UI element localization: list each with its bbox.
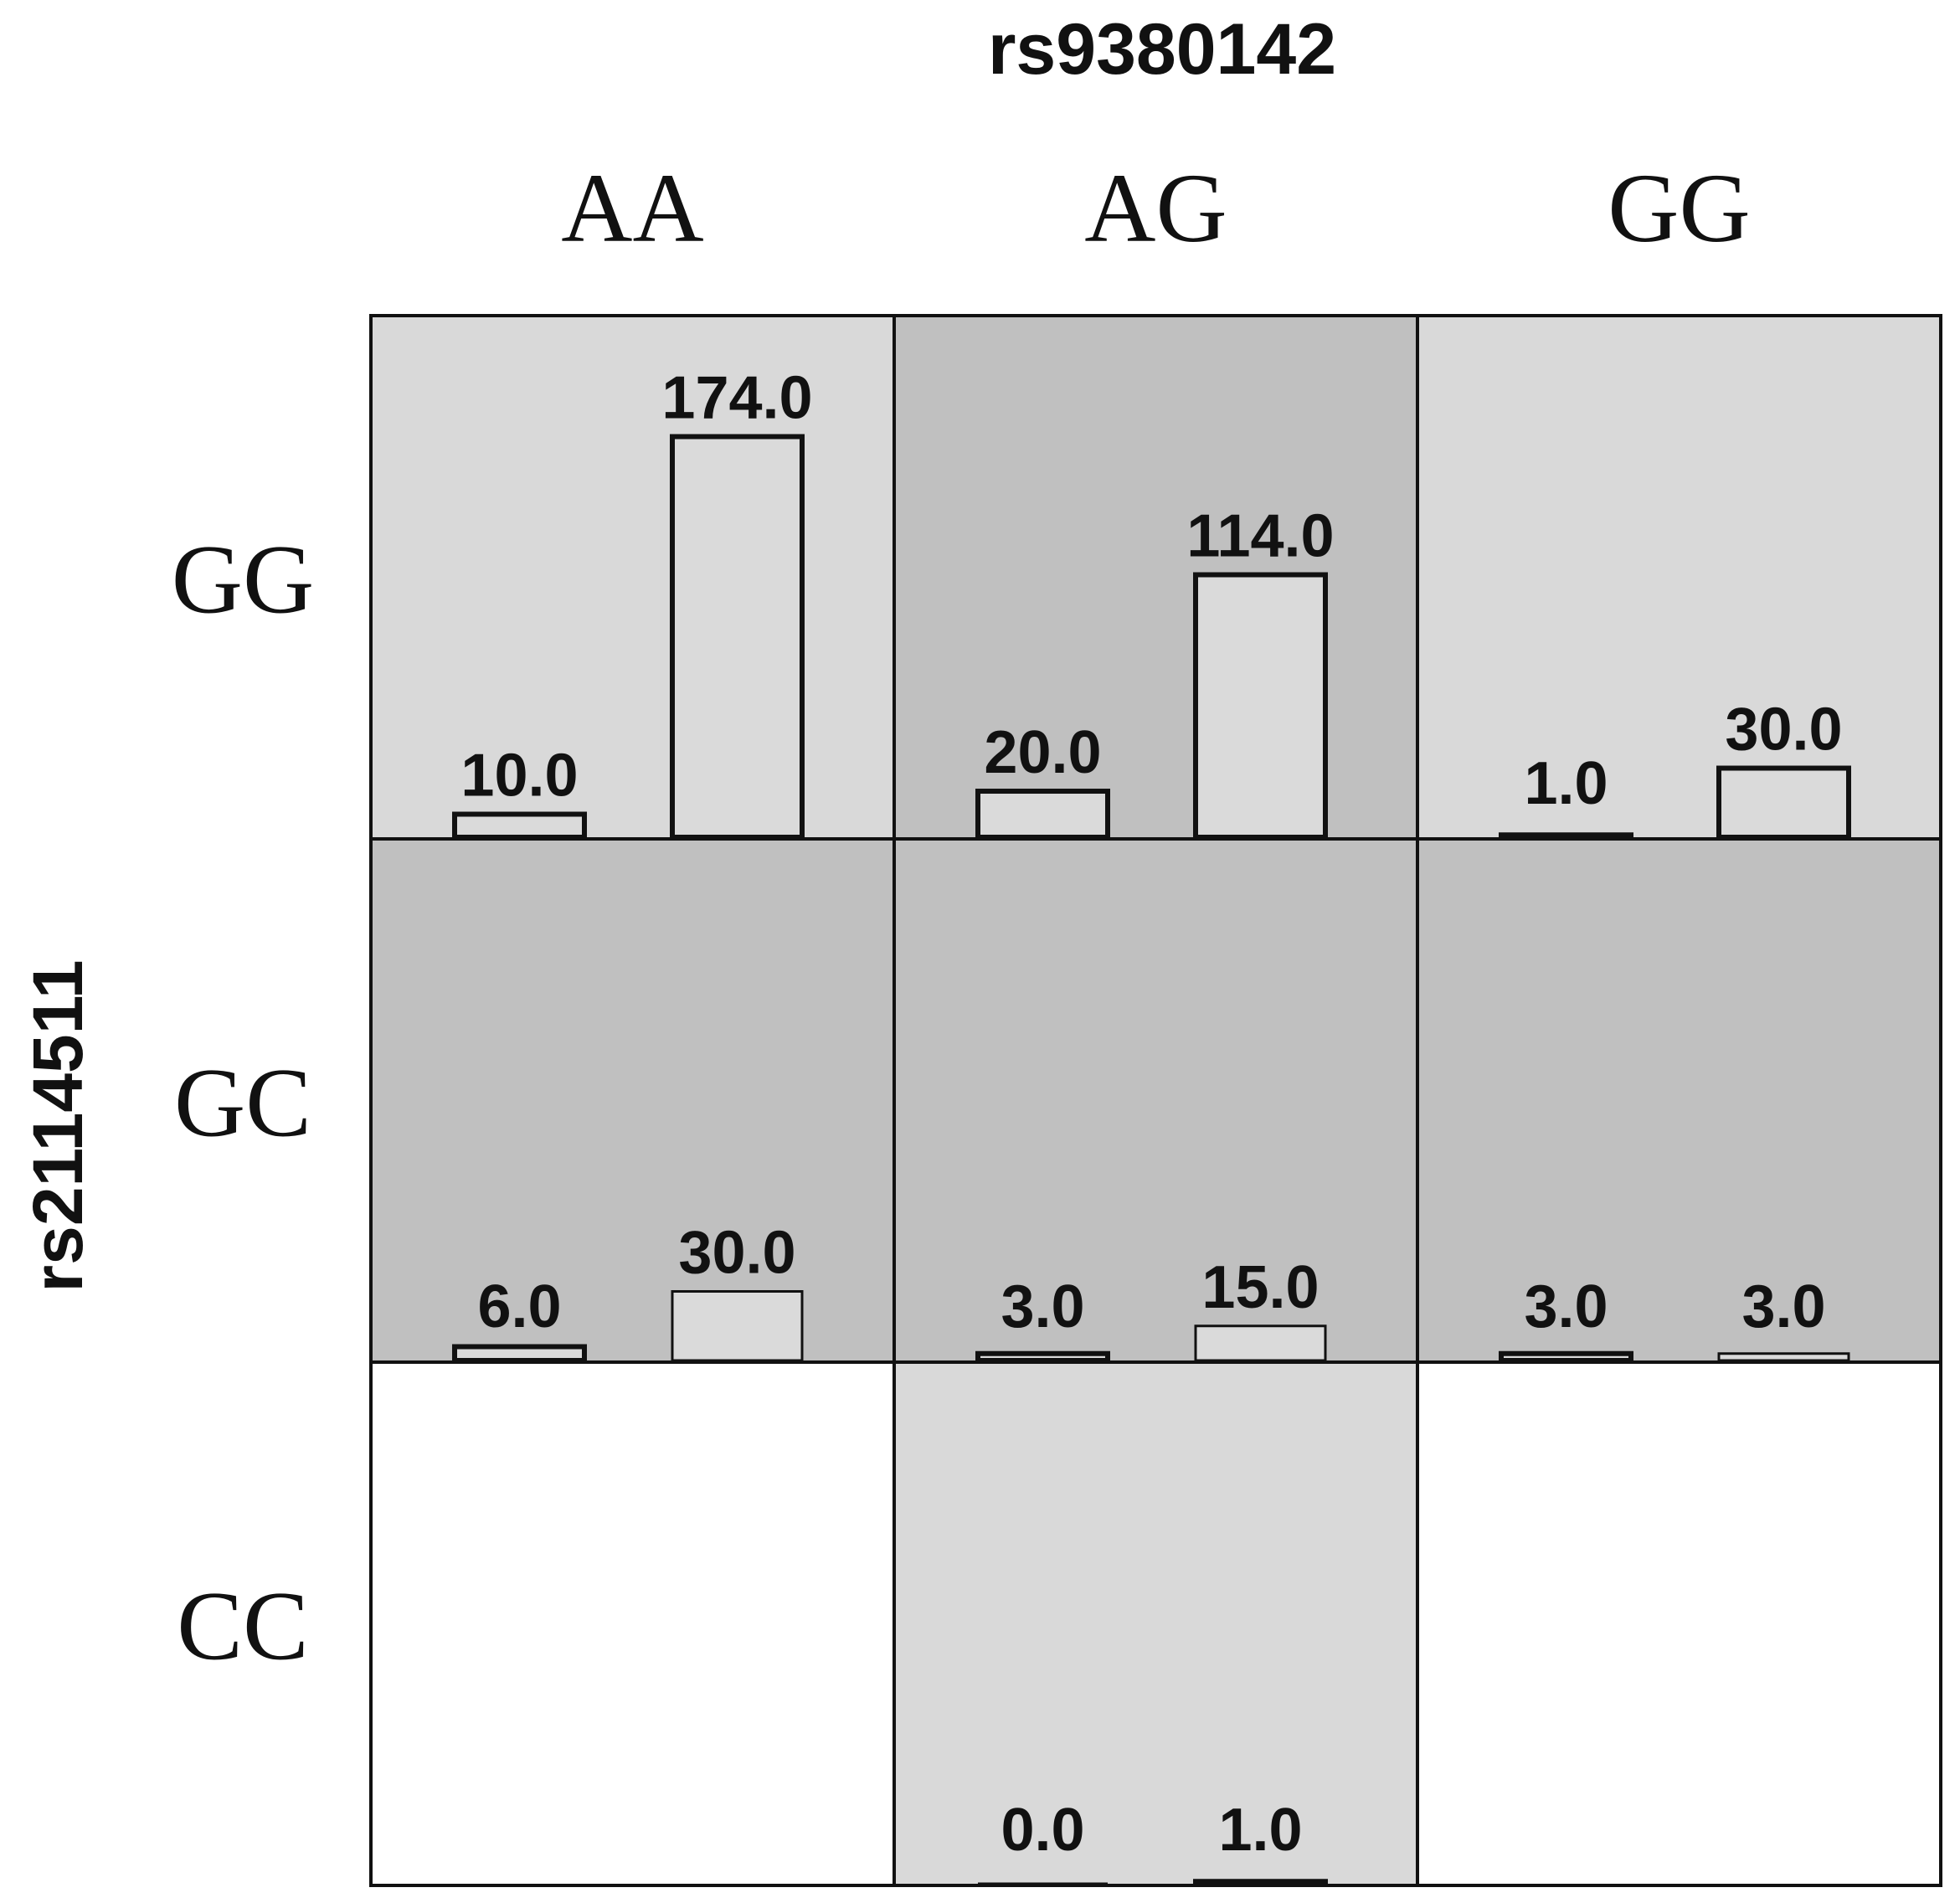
col-label-ag: AG — [1084, 153, 1227, 263]
cell-background — [893, 1360, 1419, 1887]
col-label-aa: AA — [561, 153, 703, 263]
bar-control — [1194, 1324, 1327, 1362]
bar-case — [1499, 832, 1633, 840]
cell-gc-aa: 6.0 30.0 — [369, 837, 896, 1364]
bar-control-label: 15.0 — [1201, 1254, 1319, 1321]
cell-background — [1416, 314, 1942, 841]
cell-background — [893, 837, 1419, 1364]
cell-background — [1416, 1360, 1942, 1887]
cell-gg-aa: 10.0 174.0 — [369, 314, 896, 841]
row-label-gc: GC — [174, 1048, 311, 1158]
y-axis-label: rs2114511 — [18, 959, 97, 1292]
cell-cc-aa — [369, 1360, 896, 1887]
row-label-cc: CC — [177, 1571, 308, 1681]
cell-gg-ag: 20.0 114.0 — [893, 314, 1419, 841]
bar-case-label: 6.0 — [477, 1273, 561, 1340]
bar-case — [975, 1350, 1110, 1363]
cell-gg-gg: 1.0 30.0 — [1416, 314, 1942, 841]
col-label-gg: GG — [1608, 153, 1750, 263]
bar-case — [975, 789, 1110, 840]
bar-control — [670, 434, 805, 840]
bar-control-label: 1.0 — [1218, 1797, 1302, 1864]
chart-title: rs9380142 — [988, 9, 1336, 90]
bar-control-label: 114.0 — [1186, 503, 1334, 570]
cell-gc-ag: 3.0 15.0 — [893, 837, 1419, 1364]
bar-control-label: 174.0 — [661, 365, 812, 432]
cell-background — [369, 314, 896, 841]
bar-case — [452, 1344, 587, 1363]
cell-background — [369, 1360, 896, 1887]
bar-case-label: 0.0 — [1001, 1797, 1084, 1864]
column-genotype-labels: AA AG GG — [561, 153, 1750, 263]
cell-gc-gg: 3.0 3.0 — [1416, 837, 1942, 1364]
cell-cc-ag: 0.0 1.0 — [893, 1360, 1419, 1887]
bar-control — [1193, 572, 1328, 840]
bar-control — [671, 1290, 804, 1362]
bar-case-label: 1.0 — [1524, 750, 1608, 817]
bar-case — [1499, 1350, 1633, 1363]
cell-background — [893, 314, 1419, 841]
bar-case-label: 3.0 — [1524, 1273, 1608, 1340]
cell-background — [1416, 837, 1942, 1364]
bar-control-label: 30.0 — [678, 1220, 795, 1287]
row-genotype-labels: GG GC CC — [172, 525, 314, 1681]
bar-control-label: 3.0 — [1741, 1273, 1825, 1340]
bar-case-label: 20.0 — [984, 719, 1101, 786]
bar-control — [1717, 1352, 1850, 1362]
bar-control — [1193, 1879, 1328, 1886]
cell-cc-gg — [1416, 1360, 1942, 1887]
row-label-gg: GG — [172, 525, 314, 635]
bar-case-label: 3.0 — [1001, 1273, 1084, 1340]
bar-case — [452, 811, 587, 840]
bar-control — [1716, 765, 1851, 840]
bar-control-label: 30.0 — [1725, 697, 1842, 764]
cell-background — [369, 837, 896, 1364]
bar-case-label: 10.0 — [460, 743, 578, 810]
